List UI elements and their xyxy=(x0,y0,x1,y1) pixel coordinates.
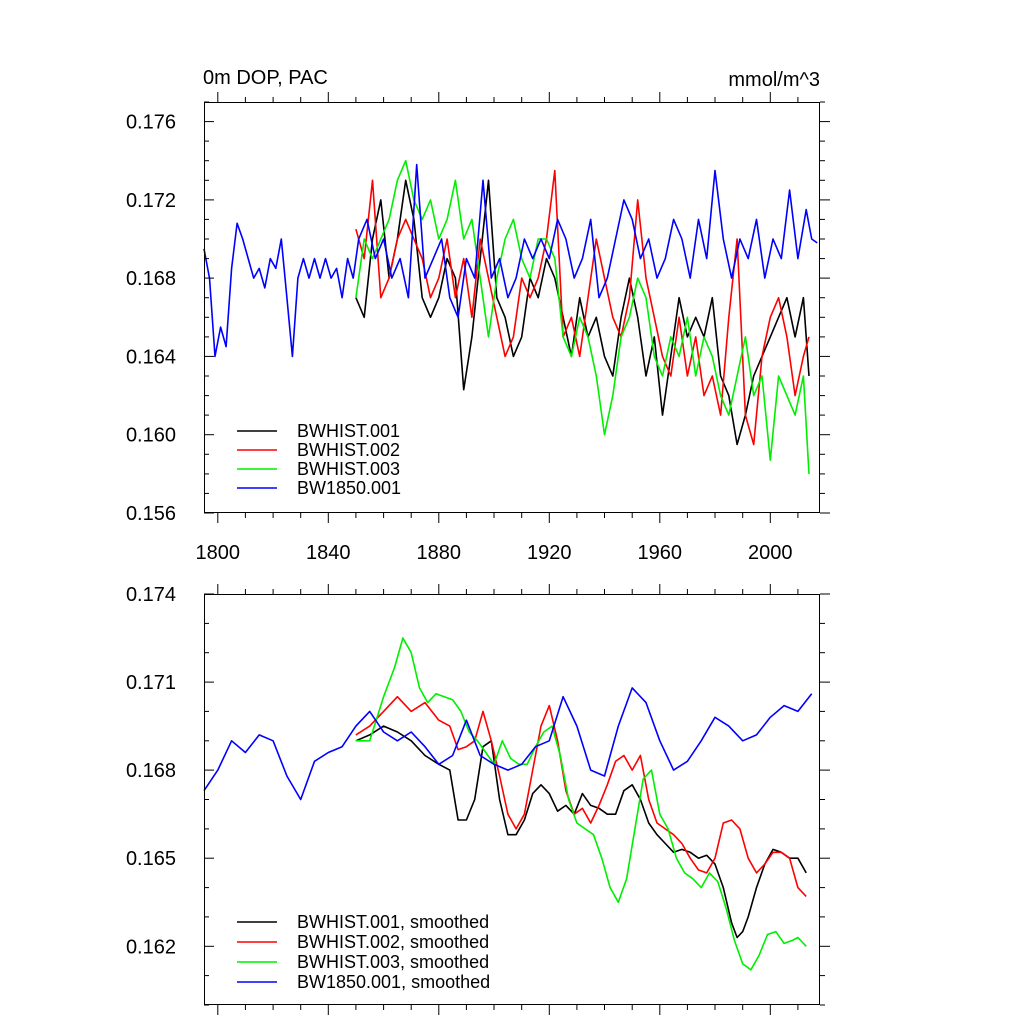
legend-label: BW1850.001 xyxy=(297,478,401,498)
series-line-3 xyxy=(355,159,810,474)
series-line-1 xyxy=(355,725,807,939)
y-tick-label: 0.168 xyxy=(126,760,176,782)
bottom-panel-series xyxy=(203,637,813,971)
y-tick-label: 0.165 xyxy=(126,848,176,870)
x-tick-label: 1800 xyxy=(196,542,241,564)
legend-label: BWHIST.002, smoothed xyxy=(297,932,489,952)
y-tick-label: 0.171 xyxy=(126,672,176,694)
x-tick-label: 1880 xyxy=(417,542,462,564)
bottom-panel-frame xyxy=(204,594,820,1005)
y-tick-label: 0.174 xyxy=(126,584,176,606)
top-panel-frame xyxy=(204,102,820,513)
legend-label: BWHIST.001, smoothed xyxy=(297,912,489,932)
series-line-3 xyxy=(355,637,807,971)
y-tick-label: 0.172 xyxy=(126,190,176,212)
x-tick-label: 1840 xyxy=(306,542,351,564)
legend-label: BW1850.001, smoothed xyxy=(297,972,490,992)
legend-label: BWHIST.002 xyxy=(297,440,400,460)
x-tick-label: 2000 xyxy=(748,542,793,564)
y-tick-label: 0.162 xyxy=(126,936,176,958)
y-tick-label: 0.156 xyxy=(126,503,176,525)
top-panel-series xyxy=(203,159,818,474)
series-line-1 xyxy=(355,179,810,446)
legend-label: BWHIST.003, smoothed xyxy=(297,952,489,972)
x-tick-label: 1960 xyxy=(638,542,683,564)
series-line-4 xyxy=(203,163,818,358)
top-panel-ticks: 1800 1840 1880 1920 1960 2000 0.156 0.160 0.164 0… xyxy=(126,92,830,564)
top-panel-title-right: mmol/m^3 xyxy=(728,69,820,91)
legend-label: BWHIST.003 xyxy=(297,459,400,479)
bottom-panel-ticks: 0.162 0.165 0.168 0.171 0.174 xyxy=(126,584,830,1015)
y-tick-label: 0.168 xyxy=(126,268,176,290)
top-panel: 0m DOP, PAC mmol/m^3 1800 1840 1880 1920 196… xyxy=(126,67,830,564)
x-tick-label: 1920 xyxy=(527,542,572,564)
top-panel-title-left: 0m DOP, PAC xyxy=(203,67,328,89)
y-tick-label: 0.164 xyxy=(126,346,176,368)
legend-label: BWHIST.001 xyxy=(297,421,400,441)
y-tick-label: 0.160 xyxy=(126,425,176,447)
y-tick-label: 0.176 xyxy=(126,112,176,134)
bottom-panel: 0.162 0.165 0.168 0.171 0.174 BWHIST.001, sm… xyxy=(126,584,830,1015)
series-line-4 xyxy=(203,687,813,801)
series-line-2 xyxy=(355,695,807,897)
